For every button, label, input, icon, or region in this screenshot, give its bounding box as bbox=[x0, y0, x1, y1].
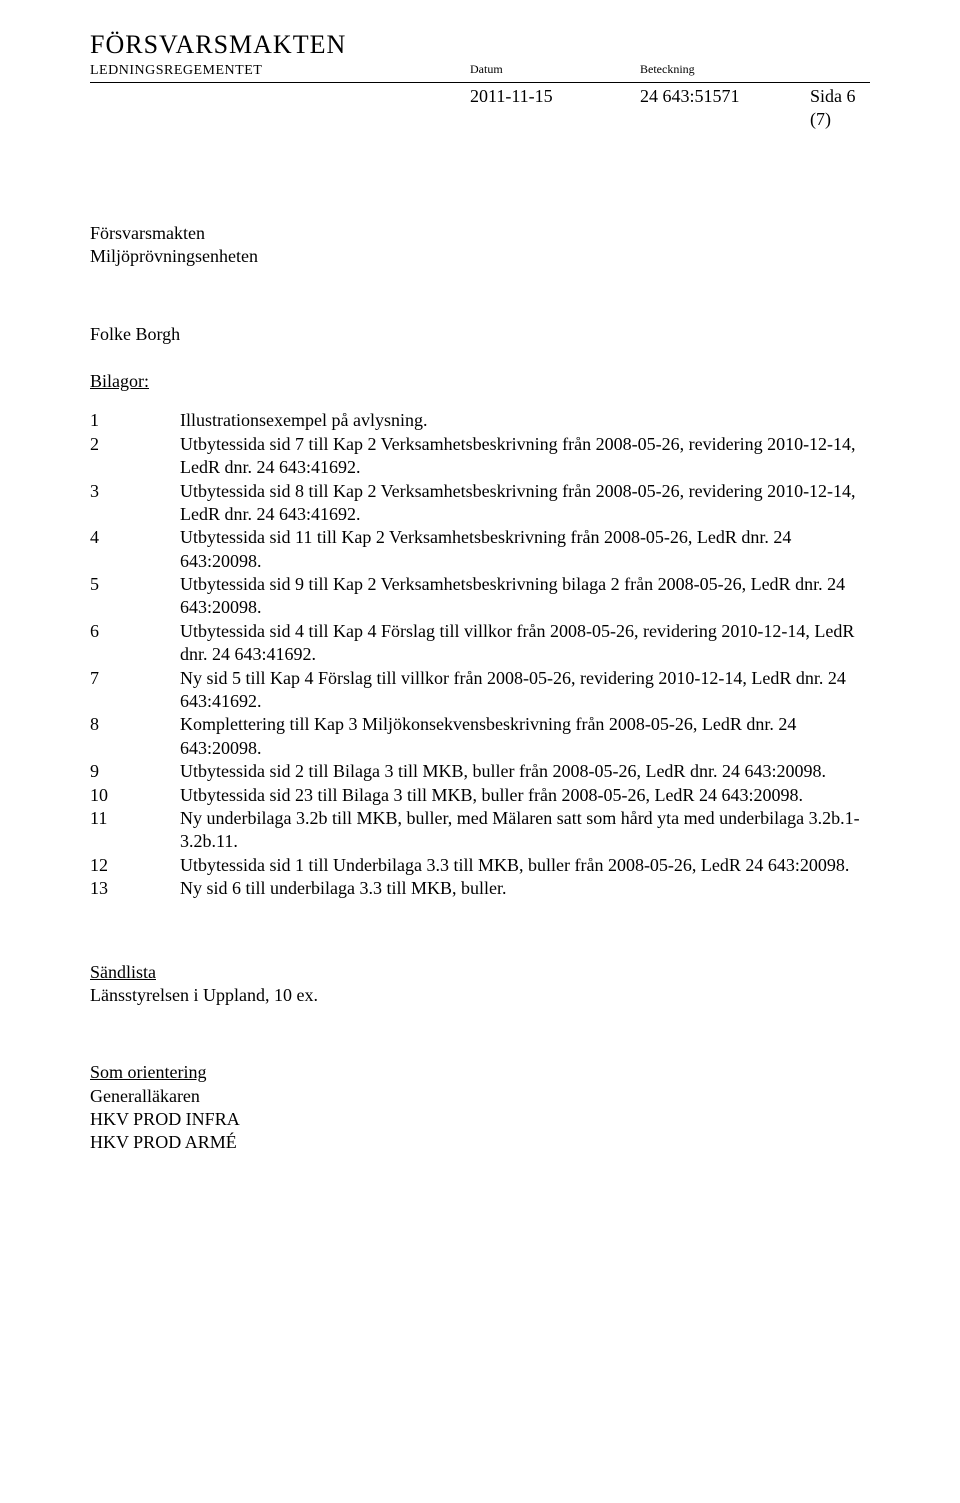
bilaga-number: 4 bbox=[90, 526, 180, 573]
document-date: 2011-11-15 bbox=[470, 85, 640, 132]
bilaga-text: Utbytessida sid 8 till Kap 2 Verksamhets… bbox=[180, 480, 870, 527]
bilaga-text: Utbytessida sid 9 till Kap 2 Verksamhets… bbox=[180, 573, 870, 620]
bilaga-row: 6Utbytessida sid 4 till Kap 4 Förslag ti… bbox=[90, 620, 870, 667]
bilaga-text: Ny sid 6 till underbilaga 3.3 till MKB, … bbox=[180, 877, 870, 900]
bilaga-text: Utbytessida sid 11 till Kap 2 Verksamhet… bbox=[180, 526, 870, 573]
bilaga-row: 8Komplettering till Kap 3 Miljökonsekven… bbox=[90, 713, 870, 760]
orientation-heading: Som orientering bbox=[90, 1061, 870, 1084]
bilaga-number: 5 bbox=[90, 573, 180, 620]
bilagor-section: Bilagor: 1Illustrationsexempel på avlysn… bbox=[90, 370, 870, 901]
orientation-lines: GeneralläkarenHKV PROD INFRAHKV PROD ARM… bbox=[90, 1085, 870, 1155]
bilaga-number: 2 bbox=[90, 433, 180, 480]
bilaga-row: 11Ny underbilaga 3.2b till MKB, buller, … bbox=[90, 807, 870, 854]
org-name: FÖRSVARSMAKTEN bbox=[90, 28, 870, 62]
addressee-block: Försvarsmakten Miljöprövningsenheten bbox=[90, 222, 870, 269]
bilaga-text: Utbytessida sid 2 till Bilaga 3 till MKB… bbox=[180, 760, 870, 783]
bilaga-text: Utbytessida sid 7 till Kap 2 Verksamhets… bbox=[180, 433, 870, 480]
bilagor-list: 1Illustrationsexempel på avlysning.2Utby… bbox=[90, 409, 870, 900]
bilaga-number: 1 bbox=[90, 409, 180, 432]
bilaga-text: Ny sid 5 till Kap 4 Förslag till villkor… bbox=[180, 667, 870, 714]
bilaga-row: 13Ny sid 6 till underbilaga 3.3 till MKB… bbox=[90, 877, 870, 900]
beteckning-label: Beteckning bbox=[640, 62, 870, 80]
bilaga-text: Utbytessida sid 1 till Underbilaga 3.3 t… bbox=[180, 854, 870, 877]
bilaga-row: 2Utbytessida sid 7 till Kap 2 Verksamhet… bbox=[90, 433, 870, 480]
bilaga-number: 11 bbox=[90, 807, 180, 854]
bilaga-number: 13 bbox=[90, 877, 180, 900]
bilaga-row: 7Ny sid 5 till Kap 4 Förslag till villko… bbox=[90, 667, 870, 714]
sandlista-section: Sändlista Länsstyrelsen i Uppland, 10 ex… bbox=[90, 961, 870, 1008]
orientation-line: Generalläkaren bbox=[90, 1085, 870, 1108]
bilaga-text: Utbytessida sid 23 till Bilaga 3 till MK… bbox=[180, 784, 870, 807]
addressee-line2: Miljöprövningsenheten bbox=[90, 245, 870, 268]
document-reference: 24 643:51571 bbox=[640, 85, 810, 132]
sandlista-line: Länsstyrelsen i Uppland, 10 ex. bbox=[90, 984, 870, 1007]
bilaga-row: 12Utbytessida sid 1 till Underbilaga 3.3… bbox=[90, 854, 870, 877]
bilaga-text: Illustrationsexempel på avlysning. bbox=[180, 409, 870, 432]
bilaga-number: 3 bbox=[90, 480, 180, 527]
header-labels-row: LEDNINGSREGEMENTET Datum Beteckning bbox=[90, 62, 870, 83]
bilaga-text: Komplettering till Kap 3 Miljökonsekvens… bbox=[180, 713, 870, 760]
orientation-line: HKV PROD ARMÉ bbox=[90, 1131, 870, 1154]
bilaga-text: Utbytessida sid 4 till Kap 4 Förslag til… bbox=[180, 620, 870, 667]
document-header: FÖRSVARSMAKTEN LEDNINGSREGEMENTET Datum … bbox=[90, 28, 870, 132]
signatory-name: Folke Borgh bbox=[90, 323, 870, 346]
bilaga-number: 10 bbox=[90, 784, 180, 807]
bilaga-number: 6 bbox=[90, 620, 180, 667]
sandlista-heading: Sändlista bbox=[90, 961, 870, 984]
bilaga-text: Ny underbilaga 3.2b till MKB, buller, me… bbox=[180, 807, 870, 854]
bilaga-number: 7 bbox=[90, 667, 180, 714]
bilaga-number: 9 bbox=[90, 760, 180, 783]
bilaga-row: 4Utbytessida sid 11 till Kap 2 Verksamhe… bbox=[90, 526, 870, 573]
bilaga-row: 1Illustrationsexempel på avlysning. bbox=[90, 409, 870, 432]
bilaga-row: 3Utbytessida sid 8 till Kap 2 Verksamhet… bbox=[90, 480, 870, 527]
page-number: Sida 6 (7) bbox=[810, 85, 870, 132]
bilaga-row: 10Utbytessida sid 23 till Bilaga 3 till … bbox=[90, 784, 870, 807]
unit-name: LEDNINGSREGEMENTET bbox=[90, 62, 470, 80]
header-values-row: 2011-11-15 24 643:51571 Sida 6 (7) bbox=[90, 85, 870, 132]
addressee-line1: Försvarsmakten bbox=[90, 222, 870, 245]
bilaga-number: 8 bbox=[90, 713, 180, 760]
orientation-section: Som orientering GeneralläkarenHKV PROD I… bbox=[90, 1061, 870, 1155]
bilaga-number: 12 bbox=[90, 854, 180, 877]
bilagor-heading: Bilagor: bbox=[90, 370, 870, 393]
bilaga-row: 5Utbytessida sid 9 till Kap 2 Verksamhet… bbox=[90, 573, 870, 620]
orientation-line: HKV PROD INFRA bbox=[90, 1108, 870, 1131]
bilaga-row: 9Utbytessida sid 2 till Bilaga 3 till MK… bbox=[90, 760, 870, 783]
datum-label: Datum bbox=[470, 62, 640, 80]
